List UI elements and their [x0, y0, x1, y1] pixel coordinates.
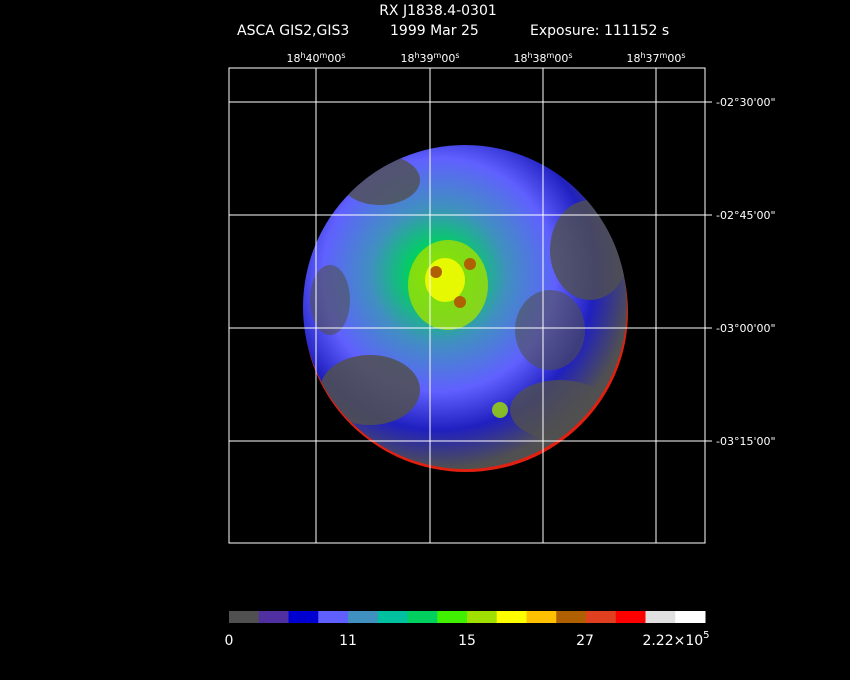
ra-value: 00 — [441, 52, 455, 65]
ra-unit: h — [300, 51, 305, 60]
ra-value: 18 — [513, 52, 527, 65]
labels: 18h40m00s 18h39m00s 18h38m00s 18h37m00s-02°… — [286, 51, 775, 448]
dec-label: -03°15'00" — [716, 435, 776, 448]
colorbar-swatch — [467, 611, 498, 623]
ra-value: 40 — [306, 52, 320, 65]
exponent: 5 — [703, 630, 709, 641]
colorbar-label: 11 — [339, 633, 357, 649]
ra-unit: h — [414, 51, 419, 60]
colorbar-swatch — [318, 611, 349, 623]
dec-label: -02°30'00" — [716, 96, 776, 109]
colorbar-swatch — [675, 611, 706, 623]
ra-value: 00 — [667, 52, 681, 65]
colorbar-swatch — [615, 611, 646, 623]
ra-label: 18h40m00s — [286, 51, 345, 65]
ra-unit: s — [568, 51, 572, 60]
colorbar-swatch — [645, 611, 676, 623]
colorbar-label: 27 — [576, 633, 594, 649]
ra-label: 18h38m00s — [513, 51, 572, 65]
ra-unit: m — [547, 51, 555, 60]
ra-unit: h — [640, 51, 645, 60]
ra-label: 18h39m00s — [400, 51, 459, 65]
ra-unit: s — [341, 51, 345, 60]
ra-value: 18 — [286, 52, 300, 65]
colorbar: 0 11 15 27 2.22×105 — [225, 611, 710, 649]
colorbar-label: 0 — [225, 633, 234, 649]
dec-label: -03°00'00" — [716, 322, 776, 335]
colorbar-swatch — [288, 611, 319, 623]
ra-value: 39 — [420, 52, 434, 65]
texture — [310, 155, 627, 440]
colorbar-swatch — [437, 611, 468, 623]
colorbar-swatch — [556, 611, 587, 623]
colorbar-label: 15 — [458, 633, 476, 649]
colorbar-swatch — [526, 611, 557, 623]
exposure: Exposure: 111152 s — [530, 23, 669, 39]
ra-value: 00 — [327, 52, 341, 65]
mantissa: 2.22×10 — [642, 633, 703, 649]
date: 1999 Mar 25 — [390, 23, 479, 39]
colorbar-swatch — [229, 611, 260, 623]
colorbar-swatch — [586, 611, 617, 623]
colorbar-swatch — [496, 611, 527, 623]
ra-unit: h — [527, 51, 532, 60]
ra-value: 18 — [400, 52, 414, 65]
dec-label: -02°45'00" — [716, 209, 776, 222]
grid — [229, 68, 705, 543]
colorbar-swatch — [377, 611, 408, 623]
instrument: ASCA GIS2,GIS3 — [237, 23, 349, 39]
ra-value: 18 — [626, 52, 640, 65]
colorbar-swatch — [407, 611, 438, 623]
ra-value: 37 — [646, 52, 660, 65]
ra-value: 38 — [533, 52, 547, 65]
colorbar-label: 2.22×105 — [642, 630, 709, 649]
ra-unit: s — [455, 51, 459, 60]
title: RX J1838.4-0301 — [379, 3, 497, 19]
ra-unit: s — [681, 51, 685, 60]
ra-label: 18h37m00s — [626, 51, 685, 65]
ra-unit: m — [320, 51, 328, 60]
ra-unit: m — [434, 51, 442, 60]
sky-image — [303, 145, 628, 472]
ra-unit: m — [660, 51, 668, 60]
colorbar-swatch — [348, 611, 379, 623]
colorbar-swatch — [258, 611, 289, 623]
ra-value: 00 — [554, 52, 568, 65]
frame — [228, 67, 706, 544]
